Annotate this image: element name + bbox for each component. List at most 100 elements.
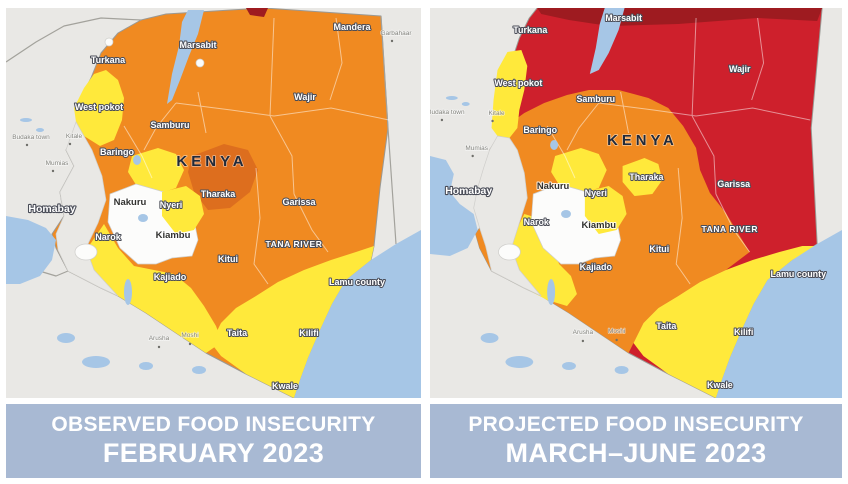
lake-baringo [550,140,559,150]
town-dot [188,342,192,346]
label-west-pokot: West pokot [494,78,542,88]
observed-map: KENYA Turkana Marsabit Mandera Wajir Wes… [6,8,421,398]
town-dot [440,118,444,122]
label-nyeri: Nyeri [585,188,607,198]
town-dot [471,154,474,158]
label-taita: Taita [656,321,677,331]
town-dot [25,143,29,147]
label-kilifi: Kilifi [734,327,753,337]
label-town-mumias: Mumias [46,160,70,167]
region-western-no-data [55,121,119,297]
town-dot [390,39,394,43]
label-kiambu: Kiambu [581,220,616,231]
region-coastal-strip [633,246,818,398]
region-north-sliver [246,8,268,17]
town-dot [157,345,161,349]
no-data-spot [104,37,114,47]
label-town-arusha: Arusha [573,329,594,336]
label-town-moshi: Moshi [181,332,198,339]
label-kitui: Kitui [218,254,238,264]
label-nakuru: Nakuru [114,197,147,208]
label-town-mumias: Mumias [465,145,488,152]
region-kisii-no-data [498,243,521,261]
observed-map-panel: KENYA Turkana Marsabit Mandera Wajir Wes… [6,8,421,398]
region-west-pokot [74,70,124,146]
small-lake [192,366,206,374]
region-nakuru-north [551,148,607,194]
projected-caption-period: MARCH–JUNE 2023 [505,437,767,468]
label-wajir: Wajir [294,92,316,102]
small-lake [139,362,153,370]
region-kisii-no-data [74,243,98,261]
label-kitui: Kitui [649,244,669,254]
no-data-spot [195,58,205,68]
label-kwale: Kwale [272,381,298,391]
label-turkana: Turkana [513,25,548,35]
label-town-moshi: Moshi [608,328,625,335]
label-tharaka: Tharaka [201,189,237,199]
label-baringo: Baringo [100,147,135,157]
county-boundaries [123,17,390,285]
small-lake [57,333,75,343]
lake-baringo [133,155,141,165]
label-baringo: Baringo [523,125,557,135]
label-homabay: Homabay [445,186,492,197]
town-dot [615,338,618,342]
lake-natron [124,279,132,305]
label-nakuru: Nakuru [537,181,570,192]
region-west-pokot [491,50,528,138]
label-town-garbahaar: Garbahaar [380,30,412,37]
somalia-border-line [380,15,397,245]
small-lake [505,356,534,368]
label-nyeri: Nyeri [160,200,183,210]
label-garissa: Garissa [282,197,316,207]
label-town-budaka: Budaka town [430,109,465,116]
label-tana-river: TANA RIVER [266,239,323,249]
label-narok: Narok [524,217,549,227]
county-boundaries [546,17,811,285]
region-nyeri [162,186,204,234]
label-country: KENYA [176,153,247,170]
label-samburu: Samburu [576,94,615,104]
lake-turkana [167,10,204,104]
label-wajir: Wajir [729,64,751,74]
label-country: KENYA [607,132,678,149]
label-lamu: Lamu county [771,269,827,279]
region-narok-kajiado [68,224,222,353]
label-marsabit: Marsabit [179,40,216,50]
town-dot [581,339,585,343]
small-lake [82,356,110,368]
region-nakuru-north [128,148,184,194]
region-western-no-data [473,135,542,297]
small-lake [480,333,499,343]
label-mandera: Mandera [333,22,371,32]
label-lamu: Lamu county [329,277,385,287]
observed-caption-title: OBSERVED FOOD INSECURITY [51,413,376,437]
label-samburu: Samburu [150,120,189,130]
town-dot [51,169,55,173]
lake-naivasha [138,214,148,222]
projected-map: KENYA Turkana Marsabit Wajir West pokot … [430,8,842,398]
label-kilifi: Kilifi [299,328,319,338]
observed-caption: OBSERVED FOOD INSECURITY FEBRUARY 2023 [6,404,421,478]
region-nyeri [584,186,627,234]
label-west-pokot: West pokot [75,102,123,112]
label-kwale: Kwale [707,380,733,390]
small-lake [445,96,458,100]
projected-caption-title: PROJECTED FOOD INSECURITY [468,413,804,437]
label-kajiado: Kajiado [580,262,613,272]
town-dot [68,142,72,146]
lake-naivasha [561,210,571,218]
region-coastal-strip [211,246,374,398]
small-lake [614,366,629,374]
lake-turkana [589,8,625,74]
label-garissa: Garissa [717,179,751,189]
label-town-kitale: Kitale [488,110,505,117]
indian-ocean [715,230,842,398]
projected-map-panel: KENYA Turkana Marsabit Wajir West pokot … [430,8,842,398]
label-kajiado: Kajiado [154,272,187,282]
indian-ocean [294,230,421,398]
label-taita: Taita [227,328,248,338]
label-turkana: Turkana [91,55,126,65]
